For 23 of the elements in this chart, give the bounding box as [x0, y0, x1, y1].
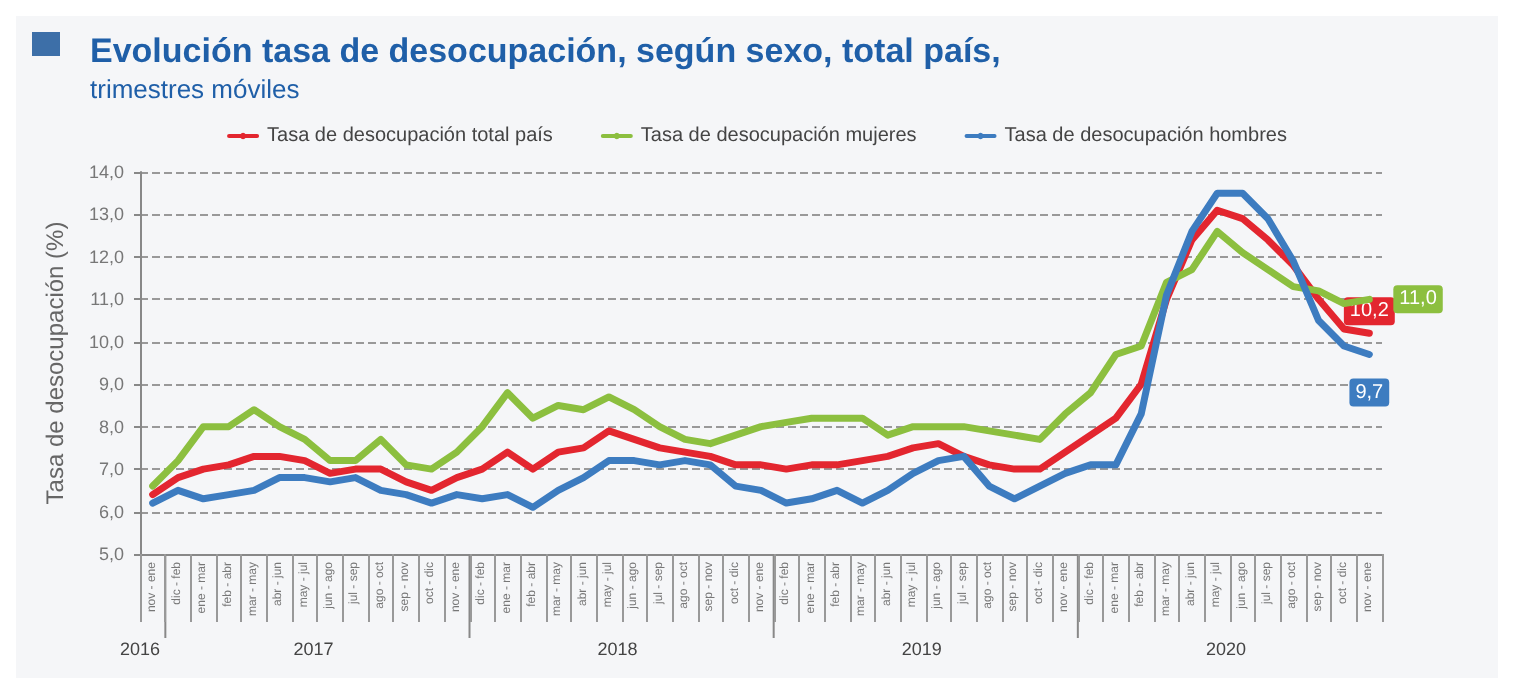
legend-label: Tasa de desocupación hombres	[1004, 125, 1287, 147]
chart-subtitle: trimestres móviles	[90, 74, 301, 104]
text: 2019	[901, 639, 942, 659]
y-tick-label: 6,0	[98, 501, 124, 522]
text: 2017	[293, 639, 334, 659]
legend-label: Tasa de desocupación mujeres	[640, 125, 917, 147]
y-tick-label: 8,0	[98, 416, 124, 437]
y-tick-label: 13,0	[88, 204, 124, 225]
y-tick-label: 14,0	[88, 162, 124, 182]
chart-title: Evolución tasa de desocupación, según sexo, total país,	[90, 32, 1001, 70]
y-tick-label: 12,0	[88, 246, 124, 267]
text: 2016	[120, 639, 161, 659]
text: 2018	[597, 639, 638, 659]
data-label: 9,7	[1355, 381, 1385, 404]
y-tick-label: 9,0	[98, 374, 124, 395]
text: 2020	[1205, 639, 1246, 659]
y-tick-label: 11,0	[90, 289, 124, 310]
y-tick-label: 10,0	[88, 331, 124, 352]
data-label: 11,0	[1399, 288, 1438, 311]
y-axis-title: Tasa de desocupación (%)	[41, 221, 70, 505]
legend-label: Tasa de desocupación total país	[267, 125, 553, 147]
y-tick-label: 5,0	[98, 544, 124, 564]
y-tick-label: 7,0	[98, 459, 124, 480]
